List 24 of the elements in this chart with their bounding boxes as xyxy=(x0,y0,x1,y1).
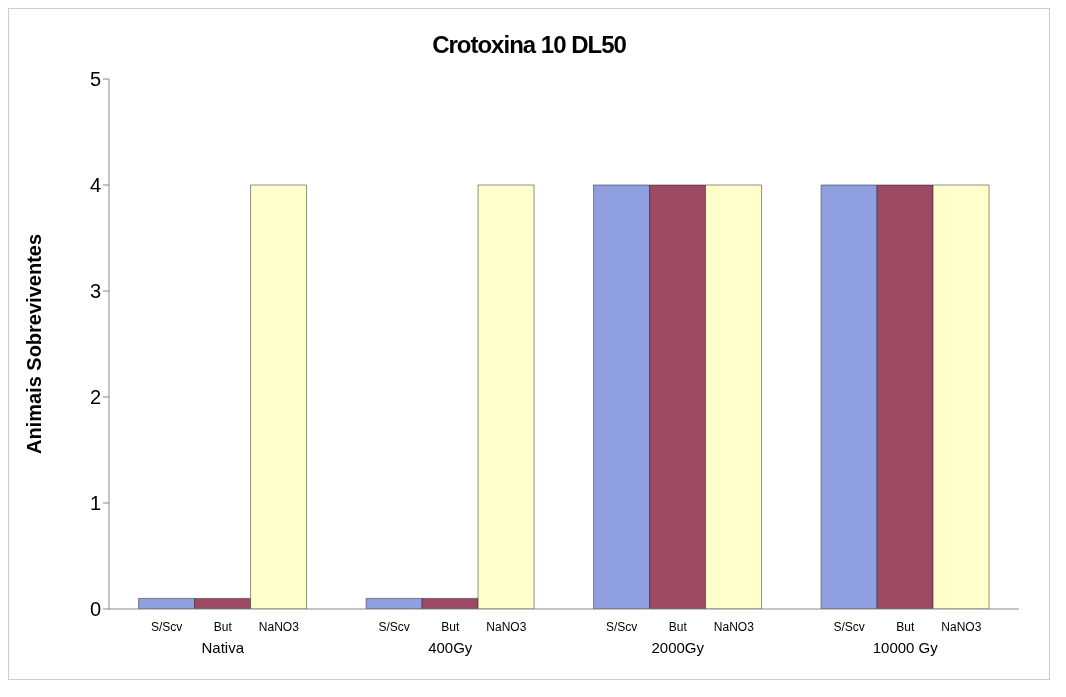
series-label: S/Scv xyxy=(150,620,183,634)
y-tick-label: 4 xyxy=(89,174,101,197)
text: But xyxy=(441,620,460,634)
x-tick-label: 10000 Gy xyxy=(872,639,939,656)
x-tick-label: Nativa xyxy=(201,639,245,656)
text: But xyxy=(896,620,915,634)
y-axis-title: Animais Sobreviventes xyxy=(23,233,46,455)
text: NaNO3 xyxy=(713,620,754,634)
y-tick-label: 5 xyxy=(89,68,101,91)
text: NaNO3 xyxy=(486,620,527,634)
chart-title: Crotoxina 10 DL50 xyxy=(431,31,627,59)
text: S/Scv xyxy=(378,620,410,634)
y-tick-label: 1 xyxy=(89,492,101,515)
y-tick-label: 3 xyxy=(89,280,101,303)
x-tick-label: 400Gy xyxy=(428,639,473,656)
y-tick-label: 2 xyxy=(89,386,101,409)
x-tick-label: 2000Gy xyxy=(651,639,705,656)
y-tick-label: 0 xyxy=(89,598,101,621)
text: S/Scv xyxy=(605,620,638,634)
text: But xyxy=(668,620,687,634)
series-label: NaNO3 xyxy=(258,620,300,634)
text: NaNO3 xyxy=(941,620,982,634)
series-label: But xyxy=(213,620,233,634)
text: S/Scv xyxy=(833,620,865,634)
